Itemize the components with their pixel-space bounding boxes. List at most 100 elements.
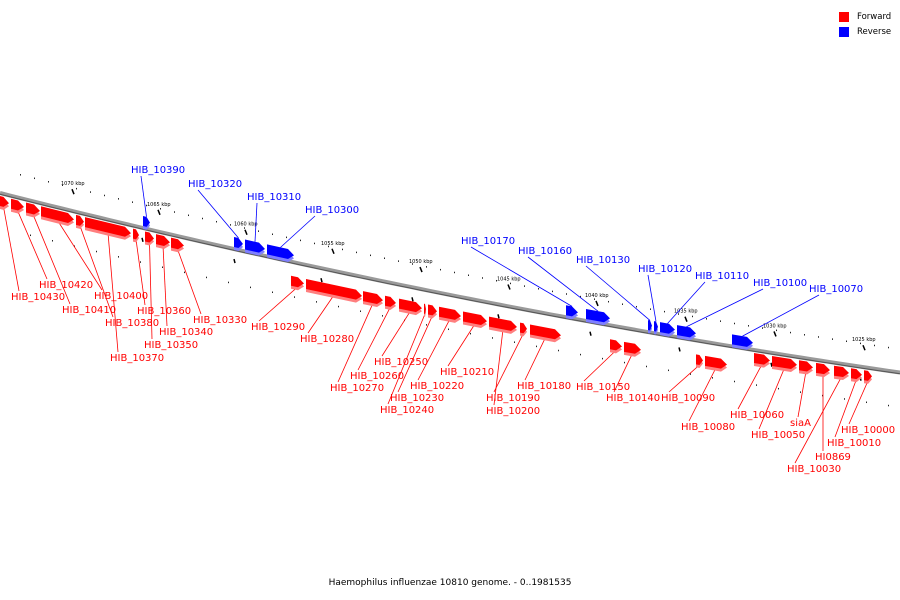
forward-swatch — [839, 11, 849, 22]
gene-feature — [754, 353, 770, 368]
leader-line — [527, 256, 599, 312]
gene-feature — [654, 321, 658, 335]
scale-dot — [188, 214, 189, 217]
leader-line — [197, 189, 239, 239]
leader-line — [397, 315, 433, 393]
major-tick — [419, 266, 423, 273]
gene-label: HIB_10340 — [159, 327, 213, 338]
gene-label: HIB_10240 — [380, 405, 434, 416]
gene-feature — [76, 214, 84, 229]
scale-dot — [454, 271, 455, 274]
gene-label: HIB_10330 — [193, 315, 247, 326]
scale-dot — [482, 277, 483, 279]
scale-dot — [258, 230, 259, 232]
gene-feature — [171, 237, 184, 253]
scale-dot — [888, 404, 889, 407]
gene-feature — [363, 291, 383, 308]
gene-label: HIB_10030 — [787, 464, 841, 475]
gene-label: HIB_10070 — [809, 284, 863, 295]
gene-feature — [648, 320, 652, 334]
leader-line — [280, 215, 316, 248]
gene-label: HIB_10400 — [94, 291, 148, 302]
gene-label: HIB_10200 — [486, 406, 540, 417]
scale-dot — [668, 369, 669, 372]
scale-dot — [228, 281, 229, 284]
scale-dot — [206, 276, 207, 279]
scale-dot — [552, 290, 553, 293]
major-tick — [773, 331, 777, 337]
scale-dot — [300, 239, 301, 242]
gene-label: HIB_10280 — [300, 334, 354, 345]
scale-dot — [558, 349, 559, 352]
scale-dot — [624, 361, 625, 364]
gene-label: HIB_10420 — [39, 280, 93, 291]
gene-label: HIB_10380 — [105, 318, 159, 329]
gene-label: HIB_10300 — [305, 205, 359, 216]
gene-label: siaA — [790, 418, 811, 429]
major-tick — [684, 316, 688, 322]
gene-feature — [428, 304, 437, 319]
gene-label: HIB_10410 — [62, 305, 116, 316]
scale-dot — [510, 282, 511, 285]
minor-tick — [589, 331, 592, 336]
gene-feature — [385, 295, 396, 310]
scale-dot — [118, 256, 119, 258]
scale-dot — [370, 254, 371, 257]
gene-arrow — [610, 339, 622, 351]
major-tick — [331, 248, 335, 255]
gene-label: HIB_10350 — [144, 340, 198, 351]
major-tick — [862, 344, 866, 351]
gene-feature — [834, 365, 849, 381]
gene-label: HIB_10360 — [137, 306, 191, 317]
tick-label: 1050 kbp — [409, 259, 433, 265]
gene-arrow — [156, 234, 170, 246]
gene-feature — [26, 202, 40, 218]
gene-feature — [11, 198, 24, 214]
scale-dot — [62, 184, 63, 186]
gene-label: HIB_10080 — [681, 422, 735, 433]
leader-line — [688, 367, 717, 422]
gene-arrow — [586, 308, 610, 323]
scale-dot — [174, 211, 175, 213]
major-tick — [595, 300, 599, 307]
minor-tick — [411, 297, 414, 302]
scale-dot — [244, 227, 245, 229]
gene-label: HIB_10180 — [517, 381, 571, 392]
gene-arrow — [463, 311, 487, 326]
scale-dot — [778, 387, 779, 390]
leader-line — [149, 242, 153, 340]
gene-label: HIB_10130 — [576, 255, 630, 266]
scale-dot — [818, 336, 819, 338]
scale-dot — [650, 308, 651, 310]
scale-dot — [426, 266, 427, 268]
leader-line — [585, 265, 651, 321]
gene-arrow — [816, 362, 830, 375]
scale-dot — [272, 291, 273, 294]
tick-label: 1040 kbp — [585, 293, 609, 299]
gene-feature — [439, 306, 461, 323]
leader-line — [647, 274, 657, 322]
leader-line — [686, 288, 764, 328]
gene-arrow — [145, 231, 154, 243]
gene-arrow — [530, 324, 561, 340]
scale-dot — [384, 257, 385, 259]
scale-dot — [734, 322, 735, 325]
leader-line — [17, 210, 48, 280]
gene-arrow — [234, 237, 243, 249]
leader-line — [667, 281, 706, 324]
scale-dot — [30, 234, 31, 237]
scale-dot — [492, 337, 493, 339]
backbone-line — [0, 191, 900, 375]
scale-dot — [538, 288, 539, 290]
label-leader-lines — [3, 175, 869, 464]
gene-arrow — [41, 206, 74, 223]
gene-arrow — [566, 305, 578, 317]
gene-arrow — [851, 368, 862, 380]
scale-dot — [866, 401, 867, 404]
scale-dot — [90, 191, 91, 193]
gene-feature — [610, 339, 622, 354]
scale-dot — [678, 313, 679, 315]
scale-dot — [338, 305, 339, 308]
gene-arrow — [520, 322, 527, 334]
